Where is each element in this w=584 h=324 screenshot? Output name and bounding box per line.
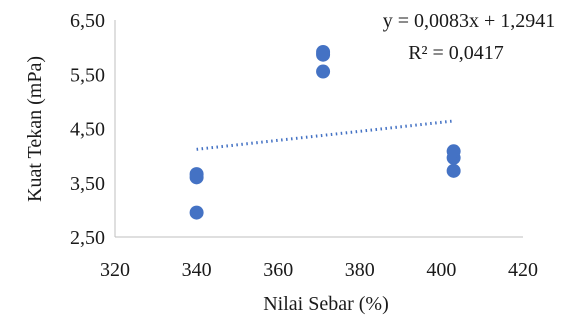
x-tick-label: 360 [263,259,293,281]
y-tick-label: 6,50 [70,10,105,32]
y-tick-label: 2,50 [70,227,105,249]
r-squared-label: R² = 0,0417 [408,42,504,64]
axes [114,20,523,238]
trendline-equation: y = 0,0083x + 1,2941 [383,10,556,32]
data-points [189,45,461,220]
x-tick-label: 400 [426,259,456,281]
trendline [196,119,454,151]
x-tick-labels: 320 340 360 380 400 420 [100,259,538,281]
x-axis-label: Nilai Sebar (%) [263,293,389,315]
data-point [189,205,204,220]
y-tick-label: 4,50 [70,119,105,141]
y-tick-label: 5,50 [70,64,105,86]
x-tick-label: 340 [182,259,212,281]
x-tick-label: 320 [100,259,130,281]
y-tick-labels: 2,50 3,50 4,50 5,50 6,50 [70,10,105,249]
data-point [316,45,331,60]
data-point [316,64,331,79]
data-point [446,144,461,159]
y-axis-label: Kuat Tekan (mPa) [24,56,46,202]
y-tick-label: 3,50 [70,173,105,195]
x-tick-label: 420 [508,259,538,281]
x-tick-label: 380 [345,259,375,281]
trendline-group [196,119,454,151]
data-point [446,163,461,178]
data-point [189,167,204,182]
